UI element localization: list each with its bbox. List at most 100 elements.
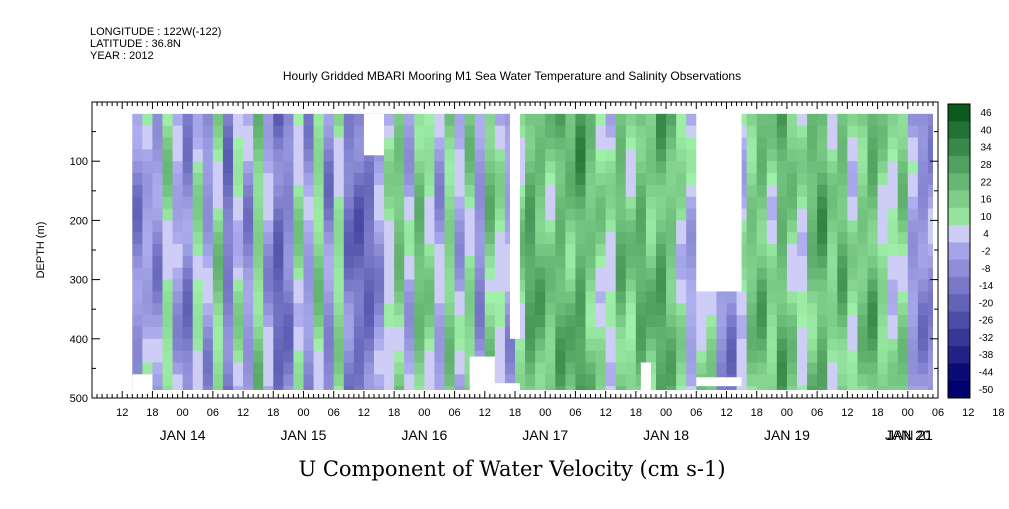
heatmap-cell	[424, 244, 436, 257]
heatmap-cell	[817, 125, 828, 139]
heatmap-cell	[454, 386, 466, 390]
heatmap-cell	[766, 113, 778, 127]
heatmap-cell	[897, 374, 909, 387]
heatmap-cell	[827, 279, 838, 293]
heatmap-cell	[595, 267, 607, 281]
heatmap-cell	[736, 303, 748, 316]
heatmap-cell	[515, 279, 526, 293]
heatmap-cell	[162, 279, 174, 293]
heatmap-cell	[515, 291, 526, 304]
heatmap-cell	[645, 161, 657, 174]
heatmap-cell	[656, 267, 667, 281]
heatmap-cell	[726, 291, 738, 304]
heatmap-cell	[202, 149, 214, 162]
heatmap-cell	[545, 315, 556, 328]
heatmap-cell	[797, 291, 808, 304]
heatmap-cell	[827, 374, 838, 387]
heatmap-cell	[293, 232, 305, 245]
heatmap-cell	[374, 220, 385, 233]
heatmap-cell	[374, 374, 385, 387]
heatmap-cell	[253, 232, 264, 245]
colorbar-swatch	[948, 363, 970, 382]
heatmap-cell	[736, 113, 748, 127]
heatmap-cell	[857, 184, 869, 198]
heatmap-cell	[817, 386, 828, 390]
heatmap-cell	[182, 326, 194, 340]
heatmap-cell	[142, 244, 154, 257]
heatmap-cell	[635, 161, 647, 174]
heatmap-cell	[555, 125, 566, 139]
heatmap-cell	[293, 374, 305, 387]
heatmap-cell	[525, 303, 536, 316]
heatmap-cell	[313, 303, 325, 316]
x-hour-label: 18	[388, 407, 400, 419]
heatmap-cell	[907, 208, 919, 221]
heatmap-cell	[776, 232, 788, 245]
heatmap-cell	[384, 267, 395, 281]
heatmap-cell	[827, 315, 838, 328]
heatmap-cell	[384, 232, 395, 245]
heatmap-cell	[142, 161, 154, 174]
heatmap-cell	[817, 315, 828, 328]
heatmap-cell	[555, 184, 566, 198]
heatmap-cell	[243, 208, 254, 221]
heatmap-cell	[827, 137, 838, 150]
heatmap-cell	[273, 173, 284, 186]
heatmap-cell	[635, 184, 647, 198]
heatmap-cell	[142, 279, 154, 293]
heatmap-cell	[786, 125, 798, 139]
heatmap-cell	[464, 137, 476, 150]
heatmap-cell	[535, 374, 546, 387]
heatmap-cell	[575, 137, 587, 150]
heatmap-cell	[585, 113, 597, 127]
heatmap-cell	[887, 125, 899, 139]
x-hour-label: 12	[841, 407, 853, 419]
heatmap-cell	[585, 291, 597, 304]
heatmap-cell	[736, 196, 748, 210]
heatmap-cell	[847, 244, 859, 257]
heatmap-cell	[807, 303, 818, 316]
heatmap-cell	[887, 291, 899, 304]
heatmap-cell	[766, 267, 778, 281]
colorbar-swatch	[948, 190, 970, 209]
heatmap-cell	[152, 315, 164, 328]
heatmap-cell	[645, 113, 657, 127]
heatmap-cell	[817, 326, 828, 340]
heatmap-cell	[222, 279, 234, 293]
heatmap-cell	[645, 267, 657, 281]
heatmap-cell	[494, 232, 506, 245]
missing-data-region	[363, 113, 385, 156]
heatmap-cell	[263, 184, 274, 198]
heatmap-cell	[424, 374, 436, 387]
heatmap-cell	[464, 232, 476, 245]
heatmap-cell	[414, 196, 425, 210]
x-hour-label: 00	[902, 407, 914, 419]
heatmap-cell	[575, 220, 587, 233]
heatmap-cell	[776, 279, 788, 293]
heatmap-cell	[474, 303, 486, 316]
heatmap-cell	[555, 279, 566, 293]
heatmap-cell	[363, 173, 375, 186]
heatmap-cell	[192, 279, 204, 293]
heatmap-cell	[565, 362, 577, 375]
heatmap-cell	[313, 279, 325, 293]
heatmap-cell	[444, 374, 456, 387]
heatmap-cell	[565, 161, 577, 174]
heatmap-cell	[394, 196, 405, 210]
heatmap-cell	[797, 244, 808, 257]
heatmap-cell	[847, 125, 859, 139]
colorbar-swatch	[948, 173, 970, 191]
heatmap-cell	[233, 113, 244, 127]
heatmap-cell	[202, 137, 214, 150]
heatmap-cell	[474, 149, 486, 162]
heatmap-cell	[253, 279, 264, 293]
heatmap-cell	[484, 208, 496, 221]
heatmap-cell	[897, 173, 909, 186]
heatmap-cell	[303, 196, 315, 210]
heatmap-cell	[222, 386, 234, 390]
heatmap-cell	[353, 303, 365, 316]
heatmap-cell	[807, 196, 818, 210]
heatmap-cell	[243, 350, 254, 364]
heatmap-cell	[343, 326, 355, 340]
heatmap-cell	[666, 326, 677, 340]
